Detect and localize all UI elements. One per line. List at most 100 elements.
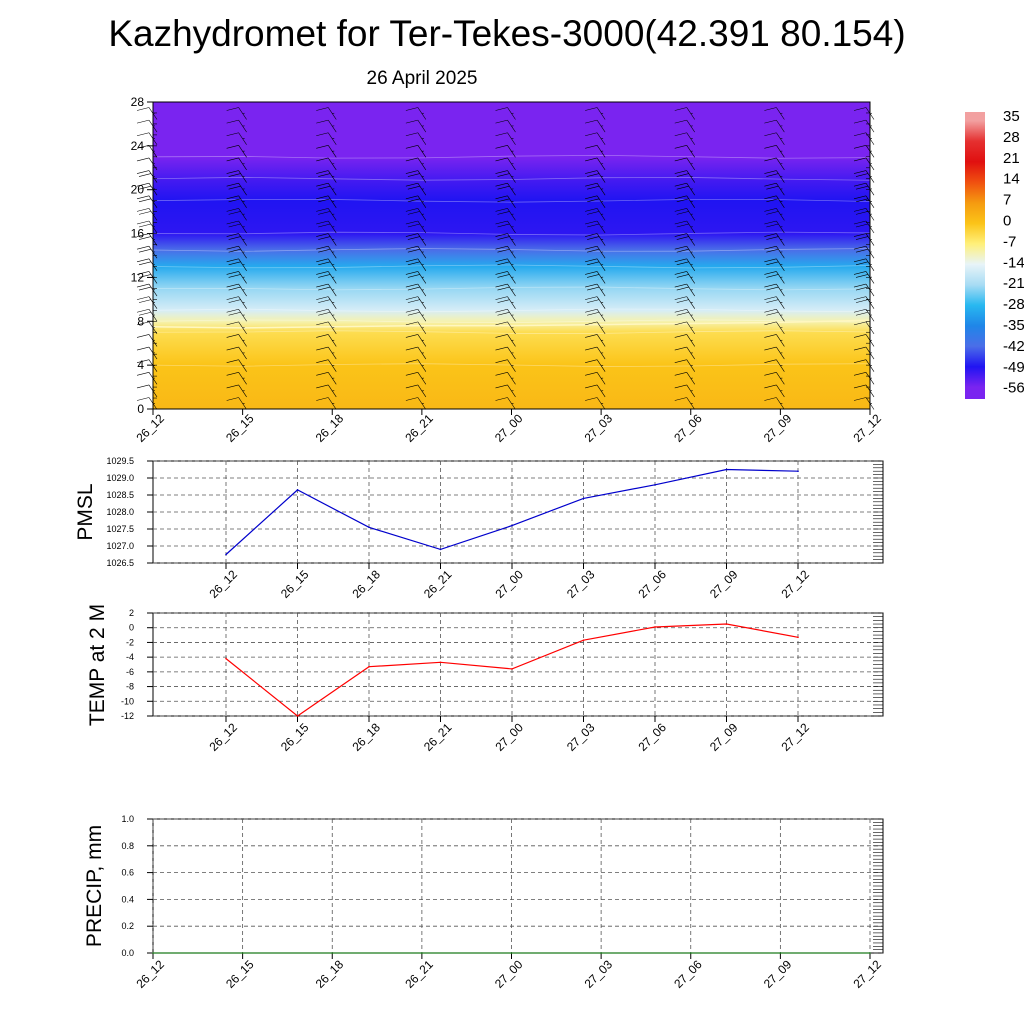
barb-feather: [136, 296, 150, 300]
barb-feather: [226, 334, 239, 338]
barb-feather: [226, 384, 239, 389]
barb-staff-line: [686, 397, 695, 410]
barb-feather-2: [318, 248, 331, 253]
barb-staff-line: [417, 258, 427, 271]
barb-staff-line: [776, 346, 785, 360]
barb-staff-line: [776, 321, 785, 335]
barb-feather: [495, 384, 508, 389]
barb-feather: [674, 157, 687, 162]
barb-staff-line: [507, 309, 516, 322]
barb-staff-line: [417, 182, 427, 196]
y-tick-label: 12: [131, 270, 145, 284]
barb-staff-line: [238, 359, 247, 372]
barb-feather: [764, 233, 777, 237]
barb-feather: [226, 220, 239, 225]
data-point: [797, 470, 799, 473]
barb-feather: [316, 107, 329, 111]
barb-feather-2: [138, 274, 152, 278]
barb-feather: [495, 397, 508, 401]
y-tick-label: 1028.0: [106, 507, 134, 517]
barb-feather: [405, 245, 418, 250]
barb-staff-line: [596, 145, 606, 158]
barb-staff-line: [686, 334, 695, 347]
barb-feather: [853, 372, 867, 376]
barb-staff-line: [596, 334, 606, 347]
barb-feather-2: [676, 173, 689, 177]
x-tick-label: 27_09: [761, 957, 795, 991]
barb-feather-2: [766, 173, 779, 177]
barb-staff-line: [686, 321, 695, 335]
barb-feather: [674, 308, 687, 313]
barb-staff-line: [507, 246, 516, 259]
barb-feather: [853, 119, 867, 124]
barb-staff-line: [596, 220, 606, 234]
barb-staff-line: [328, 233, 337, 246]
barb-staff-line: [507, 296, 516, 309]
precip-ylabel: PRECIP, mm: [83, 825, 106, 947]
barb-staff-line: [596, 346, 606, 360]
barb-feather: [853, 308, 867, 313]
data-point: [368, 526, 370, 529]
barb-feather-2: [766, 198, 779, 203]
barb-staff-line: [328, 271, 337, 284]
barb-feather: [136, 397, 150, 401]
barb-feather: [226, 132, 239, 137]
barb-feather: [136, 220, 150, 225]
barb-feather: [585, 258, 598, 263]
barb-feather: [764, 346, 777, 351]
barb-feather-2: [407, 185, 420, 190]
barb-staff-line: [686, 384, 695, 398]
barb-feather: [405, 372, 418, 376]
y-tick-label: 1.0: [121, 814, 134, 824]
contour-line-2: [152, 330, 871, 334]
barb-feather: [585, 308, 598, 313]
barb-feather: [764, 170, 777, 174]
barb-feather-2: [228, 185, 241, 190]
contour-line-11: [152, 154, 871, 159]
barb-staff-line: [507, 145, 516, 158]
barb-staff-line: [238, 132, 247, 145]
barb-staff-line: [238, 233, 247, 246]
barb-feather: [405, 308, 418, 313]
barb-feather: [764, 321, 777, 326]
barb-feather: [405, 107, 418, 111]
barb-feather: [585, 321, 598, 326]
barb-staff-line: [686, 119, 695, 133]
barb-feather-2: [138, 223, 152, 228]
barb-feather: [853, 157, 867, 162]
barb-feather-2: [318, 211, 331, 215]
data-point: [797, 636, 799, 639]
x-tick-label: 27_06: [671, 957, 705, 991]
barb-staff-line: [417, 372, 427, 385]
barb-column-26_15: [226, 107, 247, 410]
barb-feather-2: [138, 236, 152, 240]
barb-staff-line: [686, 195, 695, 208]
barb-feather: [674, 296, 687, 300]
barb-feather: [136, 233, 150, 237]
barb-feather: [585, 157, 598, 162]
barb-staff-line: [507, 157, 516, 171]
barb-staff-line: [596, 246, 606, 259]
barb-feather: [495, 195, 508, 200]
data-point: [296, 489, 299, 491]
barb-staff-line: [238, 182, 247, 196]
data-point: [511, 668, 513, 670]
barb-feather: [674, 334, 687, 338]
barb-feather: [585, 119, 598, 124]
barb-feather: [226, 145, 239, 149]
barb-staff-line: [238, 258, 247, 271]
colorbar-label: -35: [1003, 317, 1024, 334]
barb-feather: [853, 296, 867, 300]
y-tick-label: 2: [129, 608, 134, 618]
barb-feather: [316, 208, 329, 212]
barb-staff-line: [328, 372, 337, 385]
chart-subtitle: 26 April 2025: [367, 68, 478, 89]
pmsl-panel: 1026.5 1027.0 1027.5 1028.0 1028.5 1029.0 1029…: [74, 456, 884, 601]
barb-feather: [316, 283, 329, 288]
barb-feather: [674, 397, 687, 401]
data-point: [582, 497, 585, 500]
barb-feather: [316, 384, 329, 389]
barb-feather-2: [587, 261, 600, 266]
barb-staff-line: [507, 208, 516, 221]
barb-feather: [495, 182, 508, 187]
